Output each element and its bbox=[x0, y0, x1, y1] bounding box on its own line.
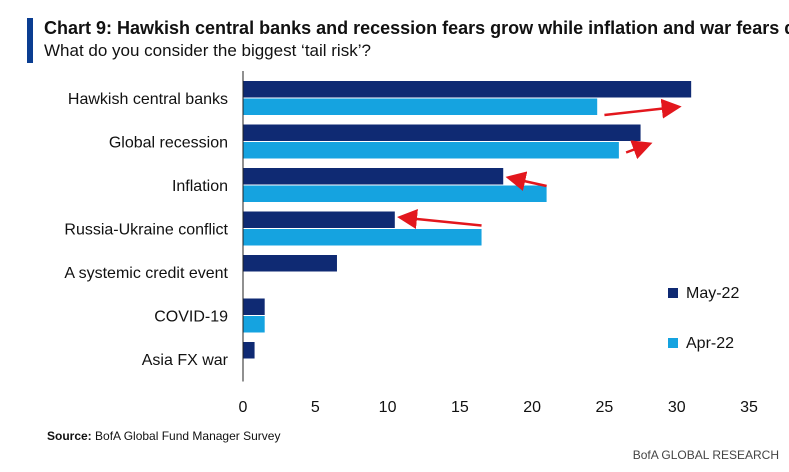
annotation-arrow-russia-ukraine-conflict bbox=[397, 209, 482, 229]
bar-may-22-covid-19 bbox=[243, 298, 265, 315]
title-accent-bar bbox=[27, 18, 33, 63]
x-tick-label: 30 bbox=[668, 399, 686, 416]
category-label-a-systemic-credit-event: A systemic credit event bbox=[64, 265, 228, 282]
x-tick-label: 25 bbox=[596, 399, 614, 416]
bar-apr-22-covid-19 bbox=[243, 316, 265, 333]
annotation-arrow-inflation bbox=[505, 171, 547, 192]
source-label: Source: bbox=[47, 429, 92, 443]
category-label-covid-19: COVID-19 bbox=[154, 308, 228, 325]
bar-may-22-hawkish-central-banks bbox=[243, 81, 692, 98]
bar-apr-22-inflation bbox=[243, 185, 547, 202]
bar-may-22-a-systemic-credit-event bbox=[243, 255, 337, 272]
x-tick-label: 15 bbox=[451, 399, 469, 416]
x-tick-label: 0 bbox=[239, 399, 248, 416]
bar-may-22-inflation bbox=[243, 168, 504, 185]
category-label-russia-ukraine-conflict: Russia-Ukraine conflict bbox=[64, 221, 228, 238]
legend-swatch-apr-22 bbox=[668, 338, 678, 348]
x-tick-label: 5 bbox=[311, 399, 320, 416]
chart-subtitle: What do you consider the biggest ‘tail r… bbox=[44, 41, 371, 60]
chart-title: Chart 9: Hawkish central banks and reces… bbox=[44, 18, 789, 38]
bar-may-22-global-recession bbox=[243, 124, 641, 141]
bar-may-22-russia-ukraine-conflict bbox=[243, 211, 395, 228]
source-note: Source: BofA Global Fund Manager Survey bbox=[47, 429, 280, 443]
source-text: BofA Global Fund Manager Survey bbox=[91, 429, 281, 443]
bar-apr-22-hawkish-central-banks bbox=[243, 98, 598, 115]
annotation-arrow-global-recession bbox=[625, 140, 653, 160]
brand-footer: BofA GLOBAL RESEARCH bbox=[632, 448, 779, 462]
category-label-asia-fx-war: Asia FX war bbox=[142, 352, 229, 369]
legend-label-apr-22: Apr-22 bbox=[686, 335, 734, 352]
category-label-global-recession: Global recession bbox=[109, 134, 228, 151]
legend-label-may-22: May-22 bbox=[686, 285, 739, 302]
bar-apr-22-russia-ukraine-conflict bbox=[243, 229, 482, 246]
x-tick-label: 10 bbox=[379, 399, 397, 416]
bar-may-22-asia-fx-war bbox=[243, 342, 255, 359]
category-label-inflation: Inflation bbox=[172, 178, 228, 195]
category-label-hawkish-central-banks: Hawkish central banks bbox=[68, 91, 228, 108]
legend-swatch-may-22 bbox=[668, 288, 678, 298]
bar-apr-22-global-recession bbox=[243, 142, 619, 159]
annotation-arrow-hawkish-central-banks bbox=[604, 98, 682, 119]
x-tick-label: 20 bbox=[523, 399, 541, 416]
x-tick-label: 35 bbox=[740, 399, 758, 416]
